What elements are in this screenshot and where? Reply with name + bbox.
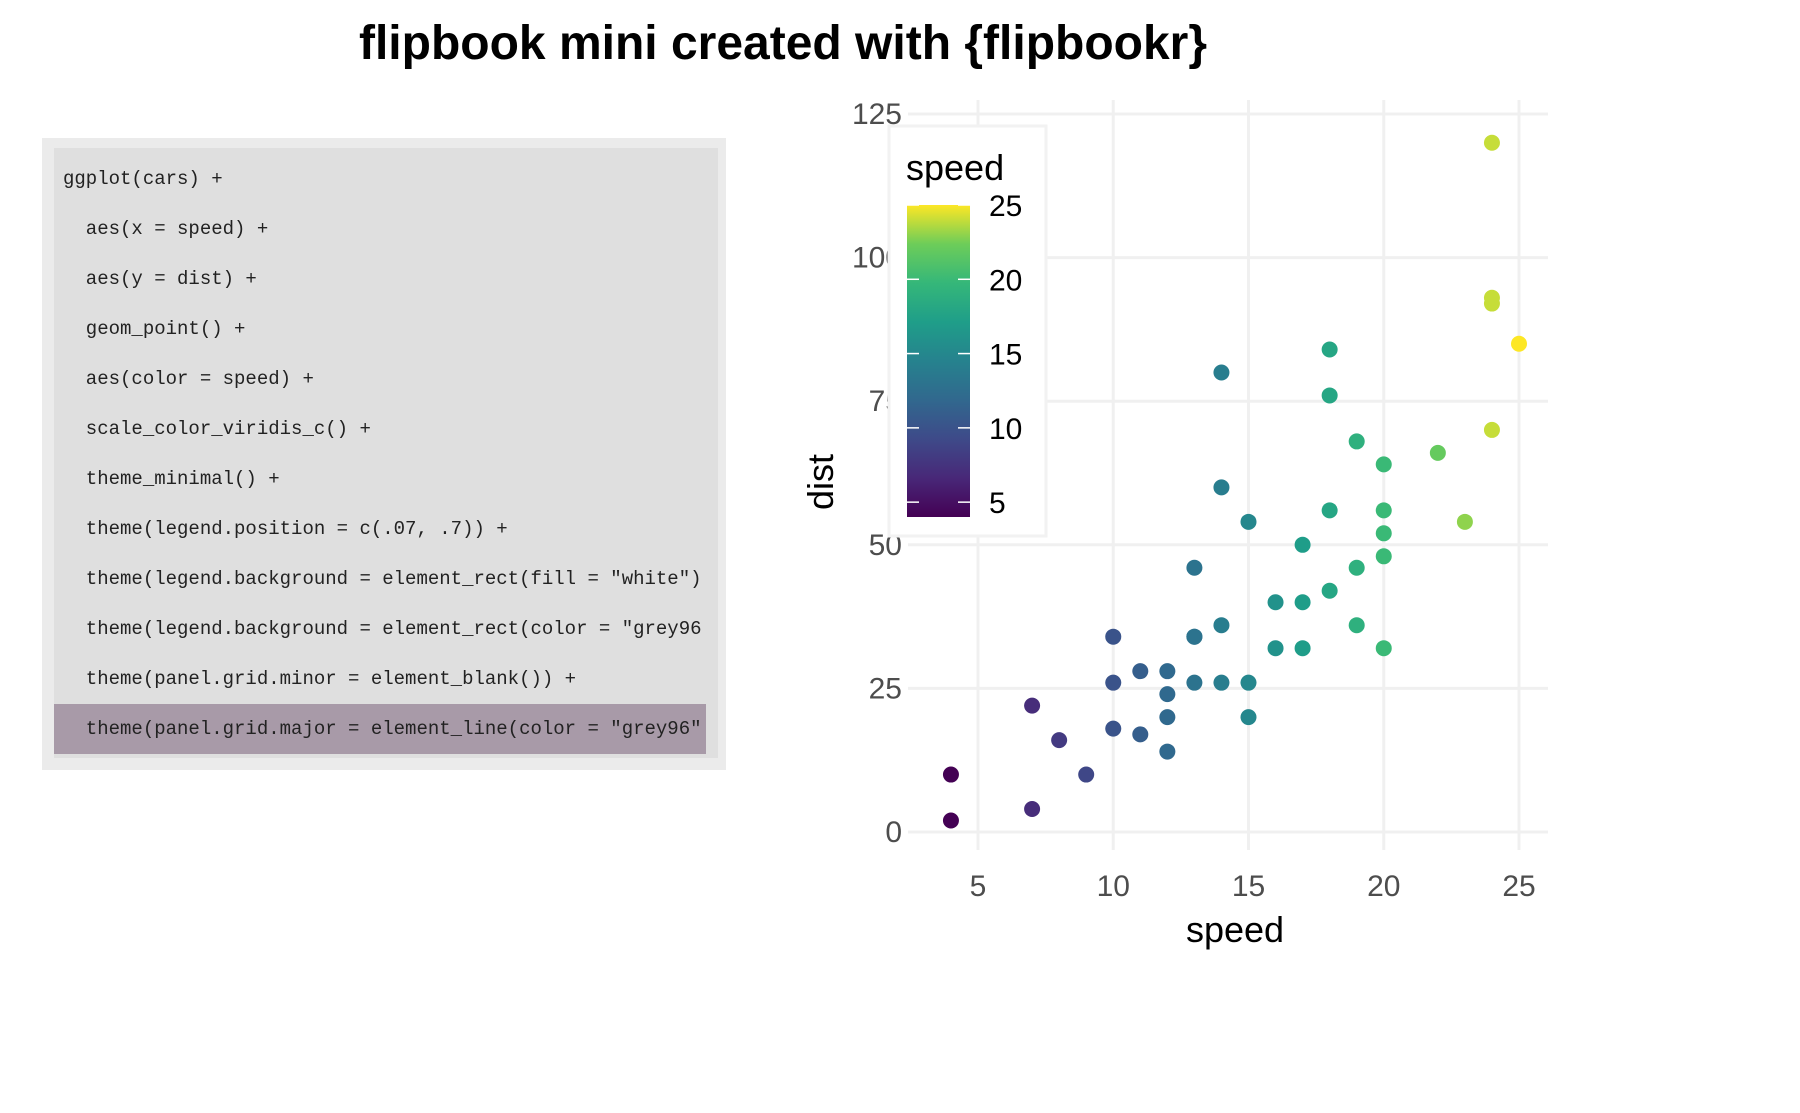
- y-axis-label: dist: [800, 454, 841, 510]
- data-point: [1186, 559, 1203, 576]
- data-point: [1483, 289, 1500, 306]
- y-tick-label: 0: [885, 816, 902, 849]
- data-point: [1456, 513, 1473, 530]
- data-point: [1294, 594, 1311, 611]
- x-tick-label: 5: [970, 870, 987, 903]
- data-point: [1375, 640, 1392, 657]
- data-point: [1105, 674, 1122, 691]
- data-point: [1159, 743, 1176, 760]
- data-point: [1321, 582, 1338, 599]
- legend-tick-label: 25: [989, 190, 1022, 223]
- legend-tick-label: 5: [989, 487, 1006, 520]
- page-title: flipbook mini created with {flipbookr}: [358, 17, 1208, 70]
- code-line: theme(legend.position = c(.07, .7)) +: [63, 518, 508, 540]
- code-line: geom_point() +: [63, 318, 246, 340]
- data-point: [1267, 594, 1284, 611]
- data-point: [1213, 674, 1230, 691]
- data-point: [1321, 387, 1338, 404]
- code-line: theme(legend.background = element_rect(c…: [63, 618, 702, 640]
- data-point: [1105, 720, 1122, 737]
- data-point: [1024, 697, 1041, 714]
- code-panel: ggplot(cars) + aes(x = speed) + aes(y = …: [54, 148, 718, 758]
- code-line: theme(legend.background = element_rect(f…: [63, 568, 702, 590]
- code-line: aes(x = speed) +: [63, 218, 269, 240]
- data-point: [1240, 709, 1257, 726]
- data-point: [1321, 502, 1338, 519]
- y-tick-label: 25: [869, 672, 902, 705]
- data-point: [1078, 766, 1095, 783]
- data-point: [1375, 525, 1392, 542]
- data-point: [1186, 628, 1203, 645]
- data-point: [1294, 640, 1311, 657]
- data-point: [1429, 444, 1446, 461]
- code-line: theme(panel.grid.major = element_line(co…: [63, 718, 702, 740]
- data-point: [1294, 536, 1311, 553]
- data-point: [1483, 421, 1500, 438]
- data-point: [1375, 548, 1392, 565]
- data-point: [1375, 456, 1392, 473]
- data-point: [1159, 663, 1176, 680]
- code-line: ggplot(cars) +: [63, 168, 223, 190]
- data-point: [1213, 617, 1230, 634]
- data-point: [1213, 364, 1230, 381]
- code-line: theme_minimal() +: [63, 468, 280, 490]
- data-point: [1348, 617, 1365, 634]
- x-tick-label: 25: [1502, 870, 1535, 903]
- data-point: [1159, 686, 1176, 703]
- data-point: [1375, 502, 1392, 519]
- legend: speed 5 10 15 20 25: [887, 124, 1048, 538]
- data-point: [1024, 801, 1041, 818]
- data-point: [1321, 341, 1338, 358]
- data-point: [1132, 726, 1149, 743]
- legend-tick-label: 15: [989, 339, 1022, 372]
- data-point: [1132, 663, 1149, 680]
- data-points: [942, 134, 1527, 829]
- data-point: [1186, 674, 1203, 691]
- data-point: [942, 812, 959, 829]
- data-point: [1213, 479, 1230, 496]
- code-line: theme(panel.grid.minor = element_blank()…: [63, 668, 577, 690]
- data-point: [942, 766, 959, 783]
- data-point: [1159, 709, 1176, 726]
- legend-tick-label: 20: [989, 264, 1022, 297]
- code-highlight-bar: [54, 704, 706, 754]
- data-point: [1105, 628, 1122, 645]
- data-point: [1511, 335, 1527, 352]
- data-point: [1240, 513, 1257, 530]
- data-point: [1483, 134, 1500, 151]
- legend-tick-label: 10: [989, 413, 1022, 446]
- legend-title: speed: [906, 147, 1004, 188]
- code-line: aes(color = speed) +: [63, 368, 314, 390]
- data-point: [1348, 559, 1365, 576]
- data-point: [1240, 674, 1257, 691]
- x-tick-label: 15: [1232, 870, 1265, 903]
- x-axis-label: speed: [1186, 909, 1284, 950]
- x-tick-label: 20: [1367, 870, 1400, 903]
- x-tick-label: 10: [1097, 870, 1130, 903]
- legend-colorbar: [907, 205, 970, 517]
- data-point: [1348, 433, 1365, 450]
- code-line: scale_color_viridis_c() +: [63, 418, 371, 440]
- data-point: [1267, 640, 1284, 657]
- data-point: [1051, 732, 1068, 749]
- code-line: aes(y = dist) +: [63, 268, 257, 290]
